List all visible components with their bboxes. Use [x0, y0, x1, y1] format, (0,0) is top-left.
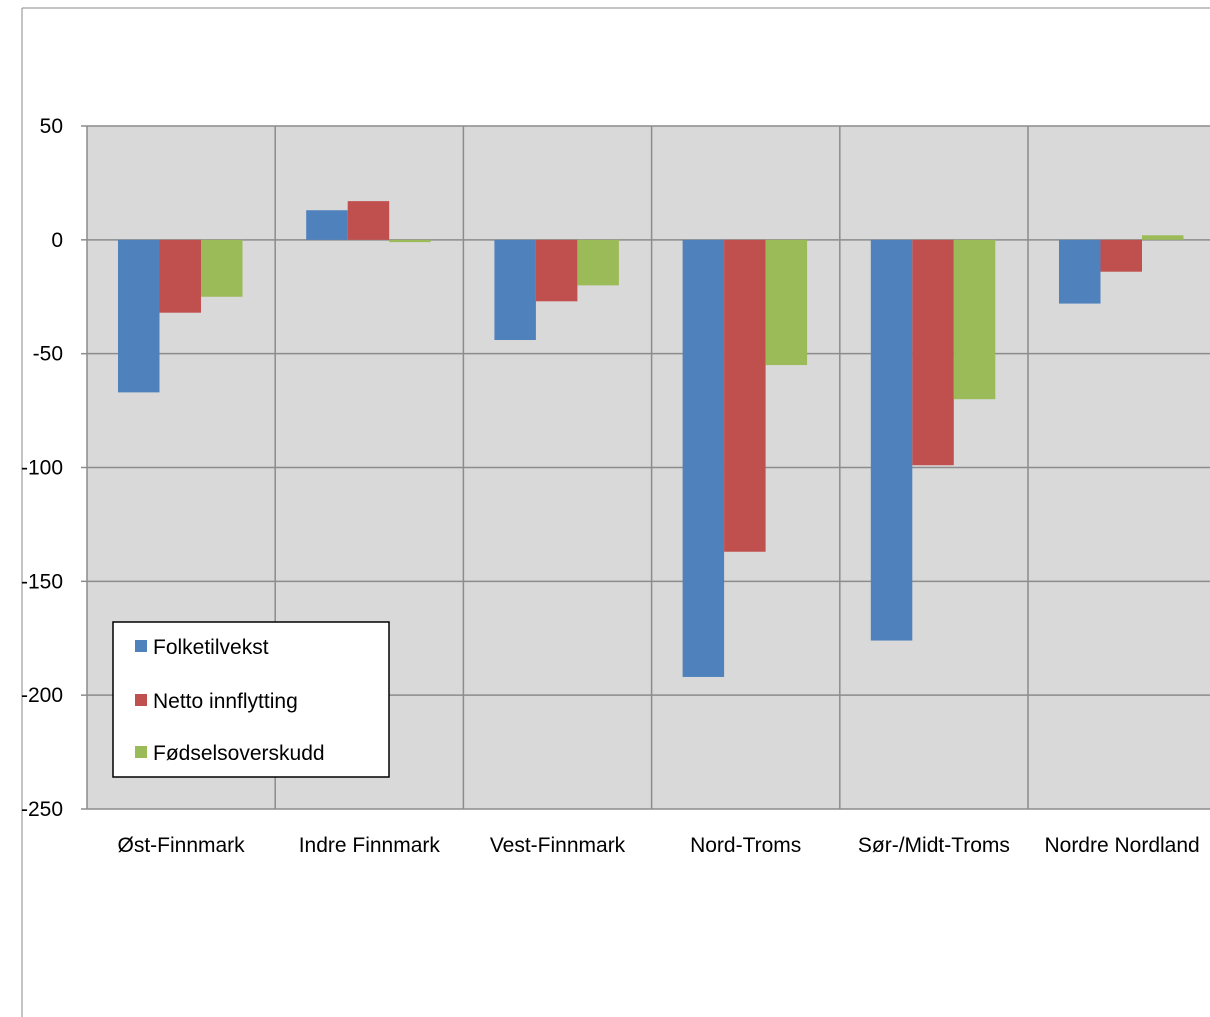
- bar-f-dselsoverskudd-1: [389, 239, 431, 243]
- legend-label-netto-innflytting: Netto innflytting: [153, 690, 298, 713]
- ytick-label--150: -150: [21, 570, 63, 593]
- legend-swatch-fodselsoverskudd: [135, 746, 147, 758]
- category-label-3: Nord-Troms: [690, 834, 801, 857]
- bar-folketilvekst-0: [118, 239, 160, 393]
- ytick-label--50: -50: [33, 343, 63, 366]
- bar-f-dselsoverskudd-3: [765, 239, 808, 366]
- bar-folketilvekst-2: [494, 239, 536, 341]
- plot-area: 50 0 -50 -100 -150 -200 -250 Øst-Finnmark Indre …: [21, 115, 1210, 857]
- ytick-label--200: -200: [21, 684, 63, 707]
- bar-netto-innflytting-0: [159, 239, 201, 313]
- bar-netto-innflytting-1: [347, 201, 390, 240]
- bar-f-dselsoverskudd-2: [577, 239, 619, 286]
- legend-swatch-netto-innflytting: [135, 694, 147, 706]
- bar-netto-innflytting-2: [535, 239, 578, 302]
- category-label-4: Sør-/Midt-Troms: [858, 834, 1010, 857]
- bar-netto-innflytting-5: [1100, 239, 1142, 272]
- category-label-1: Indre Finnmark: [299, 834, 441, 857]
- ytick-label--250: -250: [21, 798, 63, 821]
- category-label-2: Vest-Finnmark: [490, 834, 626, 857]
- bar-netto-innflytting-3: [724, 239, 766, 552]
- legend-label-folketilvekst: Folketilvekst: [153, 636, 269, 659]
- bar-f-dselsoverskudd-0: [201, 239, 243, 297]
- bar-folketilvekst-3: [682, 239, 725, 677]
- ytick-label--100: -100: [21, 457, 63, 480]
- legend-box: [112, 621, 390, 778]
- category-label-5: Nordre Nordland: [1044, 834, 1199, 857]
- bar-folketilvekst-1: [306, 210, 348, 240]
- legend-label-fodselsoverskudd: Fødselsoverskudd: [153, 742, 325, 765]
- category-label-0: Øst-Finnmark: [118, 834, 246, 857]
- bar-f-dselsoverskudd-4: [953, 239, 996, 400]
- legend-swatch-folketilvekst: [135, 640, 147, 652]
- bar-folketilvekst-5: [1059, 239, 1101, 304]
- bar-netto-innflytting-4: [912, 239, 954, 466]
- legend: Folketilvekst Netto innflytting Fødselso…: [112, 621, 390, 778]
- bar-folketilvekst-4: [870, 239, 913, 641]
- bar-f-dselsoverskudd-5: [1142, 235, 1184, 240]
- ytick-label-50: 50: [40, 115, 63, 138]
- ytick-label-0: 0: [51, 229, 63, 252]
